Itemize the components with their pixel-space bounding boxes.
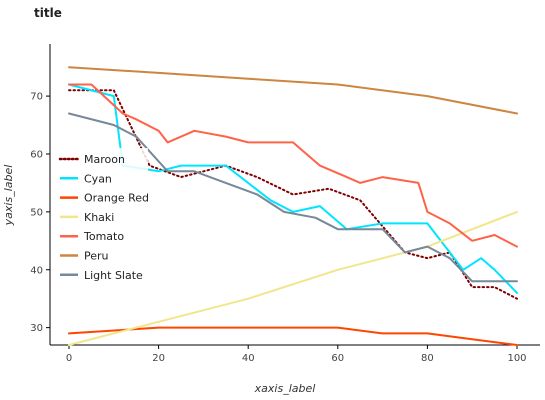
series-line-peru — [69, 67, 517, 113]
y-tick-label: 70 — [30, 92, 43, 103]
legend-label: Tomato — [83, 230, 124, 243]
legend-label: Peru — [84, 250, 109, 263]
legend-label: Orange Red — [84, 192, 149, 205]
x-axis-title: xaxis_label — [254, 382, 316, 395]
legend-label: Light Slate — [84, 269, 143, 282]
legend-label: Cyan — [84, 172, 112, 185]
x-tick-label: 100 — [507, 353, 526, 364]
series-line-orange-red — [69, 328, 517, 345]
legend-label: Maroon — [84, 153, 125, 166]
y-tick-label: 60 — [30, 149, 43, 160]
x-tick-label: 40 — [242, 353, 255, 364]
legend-label: Khaki — [84, 211, 114, 224]
y-axis-title: yaxis_label — [2, 165, 15, 227]
chart-title: title — [34, 6, 62, 20]
x-tick-label: 0 — [66, 353, 72, 364]
x-tick-label: 20 — [152, 353, 165, 364]
y-axis-ticks: 30 40 50 60 70 — [30, 92, 50, 335]
y-tick-label: 30 — [30, 323, 43, 334]
x-axis-ticks: 0 20 40 60 80 100 — [66, 345, 527, 364]
x-tick-label: 80 — [421, 353, 434, 364]
x-tick-label: 60 — [331, 353, 344, 364]
y-tick-label: 40 — [30, 265, 43, 276]
y-tick-label: 50 — [30, 207, 43, 218]
